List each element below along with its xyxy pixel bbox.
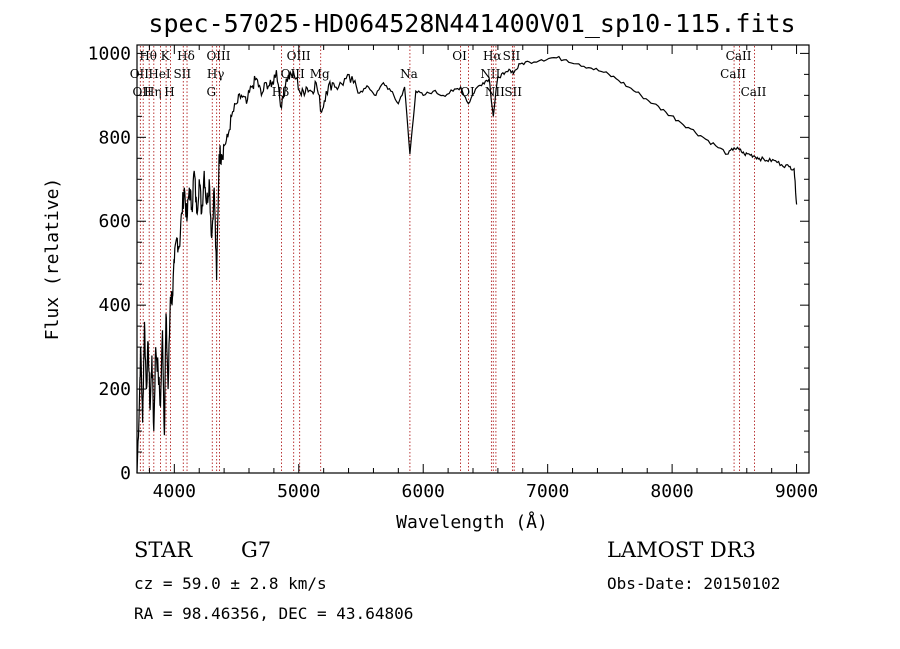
y-tick-label-0: 0: [120, 463, 131, 484]
chart-title: spec-57025-HD064528N441400V01_sp10-115.f…: [148, 9, 795, 38]
x-tick-label-5000: 5000: [277, 481, 320, 502]
x-axis-label: Wavelength (Å): [396, 511, 548, 533]
y-tick-label-800: 800: [98, 127, 131, 148]
spectral-subclass: G7: [241, 538, 272, 562]
line-label-4861: Hβ: [272, 85, 289, 99]
axis-ticks: 4000 5000 6000 7000 8000 9000 0 200 400 600 800 100…: [88, 43, 819, 502]
line-label-6717: SII: [503, 49, 521, 63]
flux-series-line: [136, 55, 798, 474]
y-tick-label-200: 200: [98, 379, 131, 400]
y-tick-label-600: 600: [98, 211, 131, 232]
line-label-5176: Mg: [310, 67, 330, 81]
object-type: STAR: [134, 538, 193, 562]
line-label-4340: Hγ: [207, 67, 225, 81]
x-tick-label-9000: 9000: [775, 481, 818, 502]
line-label-6731: SII: [504, 85, 522, 99]
x-tick-label-7000: 7000: [526, 481, 569, 502]
plot-frame: [136, 44, 810, 474]
line-label-3969: H: [164, 85, 174, 99]
line-label-8662: CaII: [741, 85, 767, 99]
y-tick-label-1000: 1000: [88, 43, 131, 64]
line-label-6563: Hα: [483, 49, 502, 63]
line-label-3889: HeI: [148, 67, 171, 81]
line-label-4102: Hδ: [177, 49, 195, 63]
line-label-8542: CaII: [726, 49, 752, 63]
y-tick-label-400: 400: [98, 295, 131, 316]
line-label-5893: Na: [400, 67, 418, 81]
y-axis-label: Flux (relative): [42, 178, 63, 341]
redshift-value: cz = 59.0 ± 2.8 km/s: [134, 574, 327, 593]
obs-date: Obs-Date: 20150102: [607, 574, 781, 593]
line-label-5007: OIII: [287, 49, 311, 63]
line-label-3934: K: [161, 49, 171, 63]
line-label-3835: Hη: [144, 85, 162, 99]
survey-name: LAMOST DR3: [607, 538, 756, 562]
line-label-4363: OIII: [206, 49, 230, 63]
line-label-4305: G: [206, 85, 216, 99]
spectrum-chart: spec-57025-HD064528N441400V01_sp10-115.f…: [42, 9, 819, 533]
line-label-3798: Hθ: [139, 49, 157, 63]
x-tick-label-8000: 8000: [650, 481, 693, 502]
x-tick-label-4000: 4000: [153, 481, 196, 502]
line-label-6300: OI: [452, 49, 467, 63]
line-label-8498: CaII: [720, 67, 746, 81]
coordinates: RA = 98.46356, DEC = 43.64806: [134, 604, 414, 623]
line-label-4072: SII: [173, 67, 191, 81]
x-tick-label-6000: 6000: [402, 481, 445, 502]
